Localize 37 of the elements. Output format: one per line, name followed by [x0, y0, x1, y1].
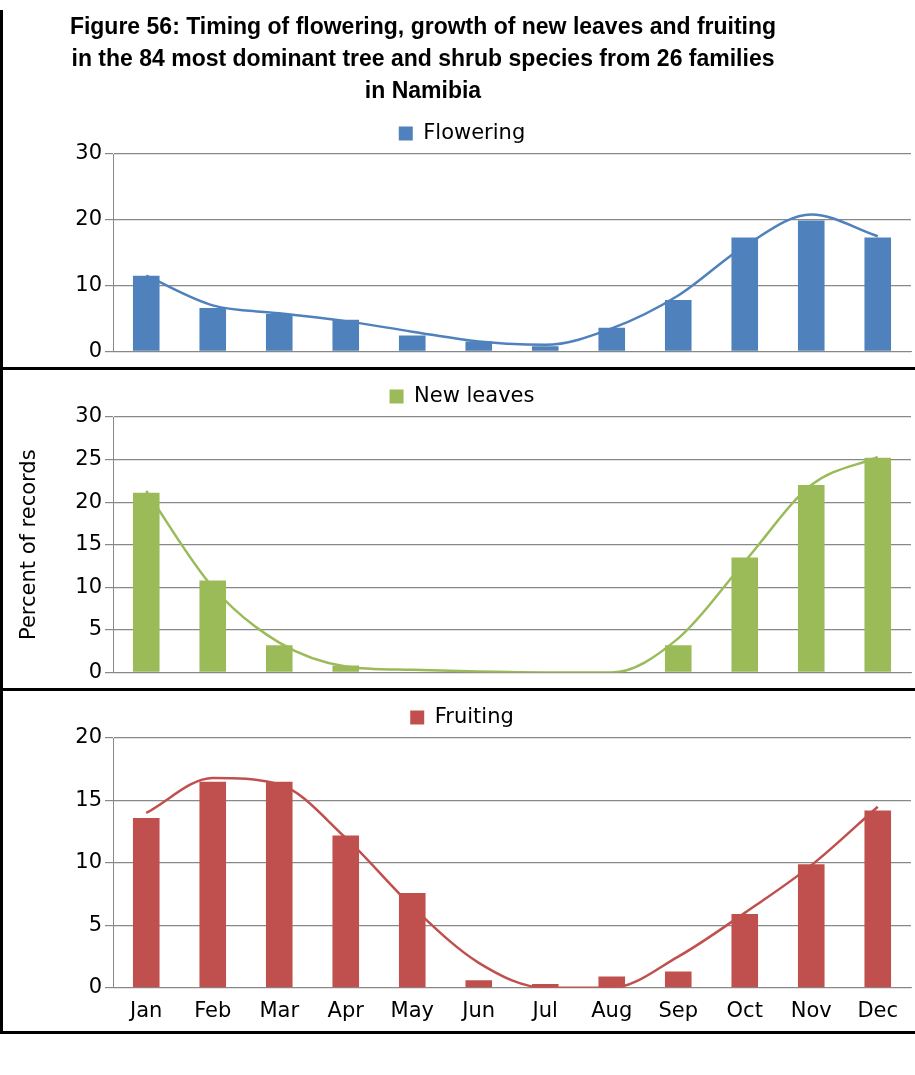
y-tick-label: 20 — [75, 205, 102, 230]
x-tick-label: May — [390, 997, 434, 1022]
x-tick-label: Jul — [530, 997, 558, 1022]
x-tick-label: Feb — [194, 997, 232, 1022]
y-tick-label: 0 — [88, 337, 102, 362]
chart-title: Figure 56: Timing of flowering, growth of new leaves and fruiting in the 84 most dominant tree and shrub species from 26 families in Namibia — [68, 12, 778, 106]
y-tick-label: 15 — [75, 786, 102, 811]
legend-label: New leaves — [414, 382, 535, 407]
y-tick-label: 0 — [88, 973, 102, 998]
y-tick-label: 10 — [75, 271, 102, 296]
x-tick-label: Sep — [658, 997, 699, 1022]
y-tick-label: 10 — [75, 848, 102, 873]
x-tick-label: Apr — [327, 997, 365, 1022]
legend-label: Flowering — [423, 119, 526, 144]
x-tick-label: Nov — [790, 997, 832, 1022]
y-tick-label: 25 — [75, 445, 102, 470]
y-tick-label: 20 — [75, 488, 102, 513]
y-tick-label: 10 — [75, 573, 102, 598]
y-tick-label: 0 — [88, 658, 102, 683]
bar — [797, 220, 825, 351]
x-tick-label: Oct — [726, 997, 763, 1022]
y-tick-label: 5 — [88, 911, 102, 936]
y-tick-label: 5 — [88, 615, 102, 640]
y-tick-label: 30 — [75, 403, 102, 428]
x-tick-label: Jan — [128, 997, 163, 1022]
x-tick-label: Aug — [591, 997, 633, 1022]
legend-label: Fruiting — [434, 703, 514, 728]
x-tick-label: Mar — [259, 997, 300, 1022]
x-tick-label: Dec — [857, 997, 899, 1022]
x-tick-label: Jun — [460, 997, 496, 1022]
y-axis-title: Percent of records — [16, 448, 41, 640]
bar — [132, 817, 160, 987]
bar — [465, 979, 493, 987]
y-tick-label: 30 — [75, 140, 102, 165]
y-tick-label: 15 — [75, 530, 102, 555]
y-tick-label: 20 — [75, 724, 102, 749]
bar — [664, 971, 692, 987]
